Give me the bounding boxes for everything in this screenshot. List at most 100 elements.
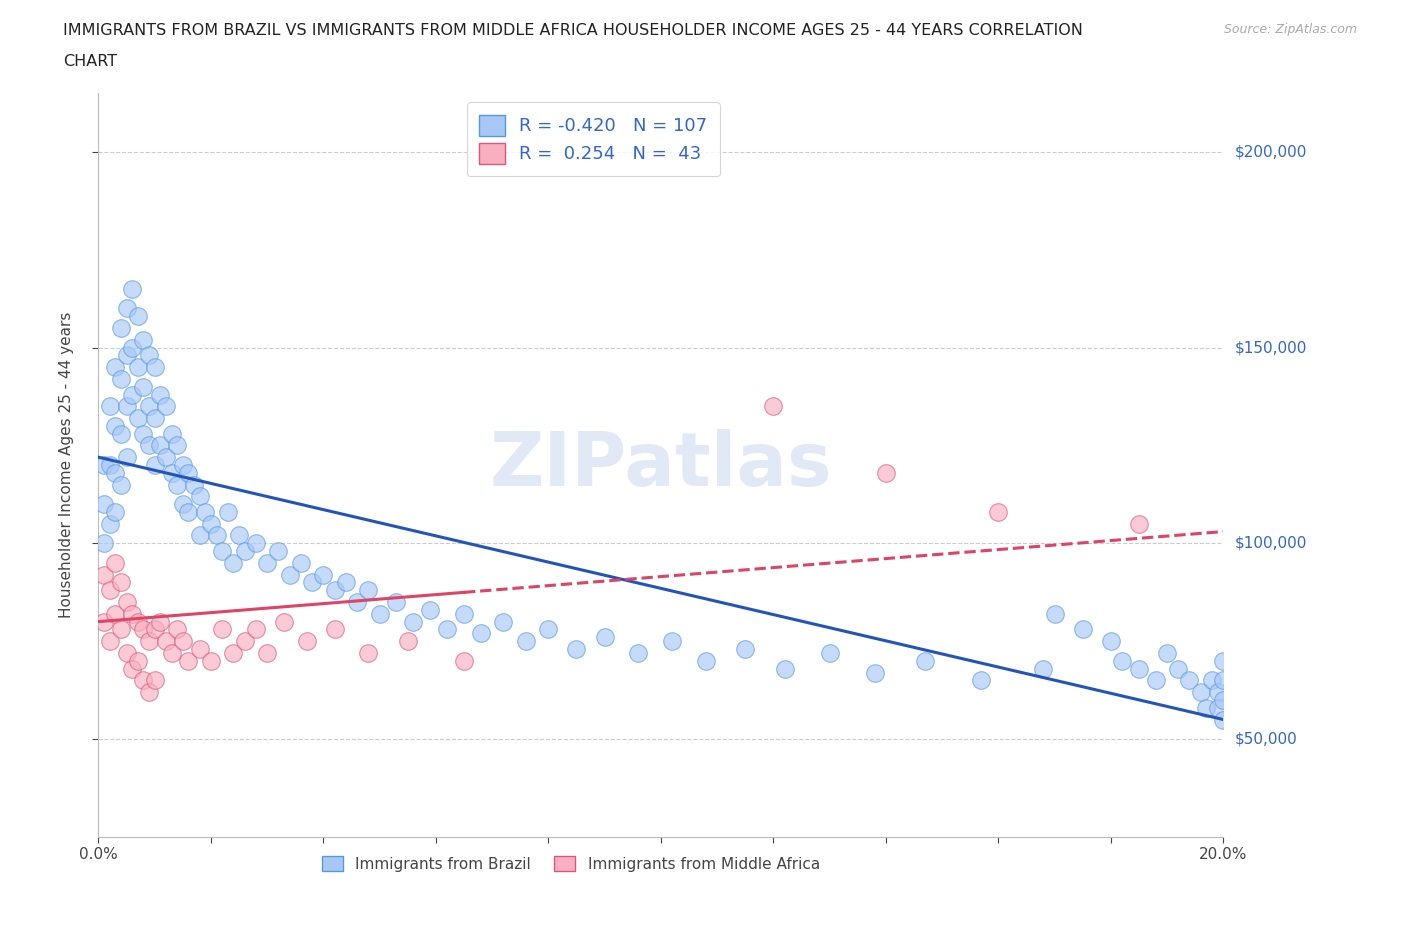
Point [127,614,149,629]
Point [205,528,228,543]
Point [914,654,936,669]
Point [1206,684,1229,699]
Point [470,626,492,641]
Point [127,654,149,669]
Point [138,684,160,699]
Point [172,633,194,648]
Point [211,544,233,559]
Point [1156,645,1178,660]
Point [166,622,188,637]
Point [1212,712,1234,727]
Point [565,642,588,657]
Point [245,536,267,551]
Point [104,465,127,480]
Point [1212,673,1234,688]
Point [1212,654,1234,669]
Text: $100,000: $100,000 [1234,536,1306,551]
Point [1032,661,1054,676]
Point [222,645,245,660]
Point [115,348,138,363]
Point [188,642,211,657]
Point [110,575,132,590]
Point [115,645,138,660]
Point [734,642,756,657]
Point [177,465,200,480]
Text: $50,000: $50,000 [1234,732,1298,747]
Point [1212,693,1234,708]
Point [149,387,172,402]
Point [762,399,785,414]
Point [200,516,222,531]
Point [93,458,115,472]
Point [200,654,222,669]
Point [217,505,239,520]
Point [110,321,132,336]
Point [1167,661,1189,676]
Point [143,360,166,375]
Point [121,387,143,402]
Point [121,606,143,621]
Point [138,438,160,453]
Point [115,301,138,316]
Point [121,661,143,676]
Point [1189,684,1212,699]
Point [1099,633,1122,648]
Point [138,633,160,648]
Point [93,567,115,582]
Point [273,614,295,629]
Point [1178,673,1201,688]
Point [233,633,256,648]
Point [121,340,143,355]
Point [127,410,149,425]
Point [110,622,132,637]
Point [149,438,172,453]
Point [188,528,211,543]
Point [228,528,250,543]
Point [323,622,346,637]
Point [818,645,841,660]
Point [155,633,177,648]
Text: $150,000: $150,000 [1234,340,1306,355]
Point [172,458,194,472]
Point [104,606,127,621]
Point [138,348,160,363]
Point [1128,516,1150,531]
Point [104,418,127,433]
Point [149,614,172,629]
Point [160,465,183,480]
Point [194,505,217,520]
Point [115,450,138,465]
Point [301,575,323,590]
Point [863,665,886,680]
Point [453,654,475,669]
Point [295,633,318,648]
Point [98,399,121,414]
Point [1195,700,1218,715]
Text: Source: ZipAtlas.com: Source: ZipAtlas.com [1223,23,1357,36]
Point [98,458,121,472]
Legend: Immigrants from Brazil, Immigrants from Middle Africa: Immigrants from Brazil, Immigrants from … [316,849,825,878]
Point [115,399,138,414]
Point [385,594,408,609]
Point [172,497,194,512]
Point [155,399,177,414]
Point [290,555,312,570]
Point [1128,661,1150,676]
Point [104,555,127,570]
Point [110,477,132,492]
Point [183,477,205,492]
Point [267,544,290,559]
Point [661,633,683,648]
Point [278,567,301,582]
Text: IMMIGRANTS FROM BRAZIL VS IMMIGRANTS FROM MIDDLE AFRICA HOUSEHOLDER INCOME AGES : IMMIGRANTS FROM BRAZIL VS IMMIGRANTS FRO… [63,23,1083,38]
Point [1201,673,1223,688]
Point [188,489,211,504]
Point [177,505,200,520]
Text: $200,000: $200,000 [1234,144,1306,159]
Point [436,622,458,637]
Point [177,654,200,669]
Y-axis label: Householder Income Ages 25 - 44 years: Householder Income Ages 25 - 44 years [59,312,75,618]
Point [211,622,233,637]
Point [222,555,245,570]
Point [368,606,391,621]
